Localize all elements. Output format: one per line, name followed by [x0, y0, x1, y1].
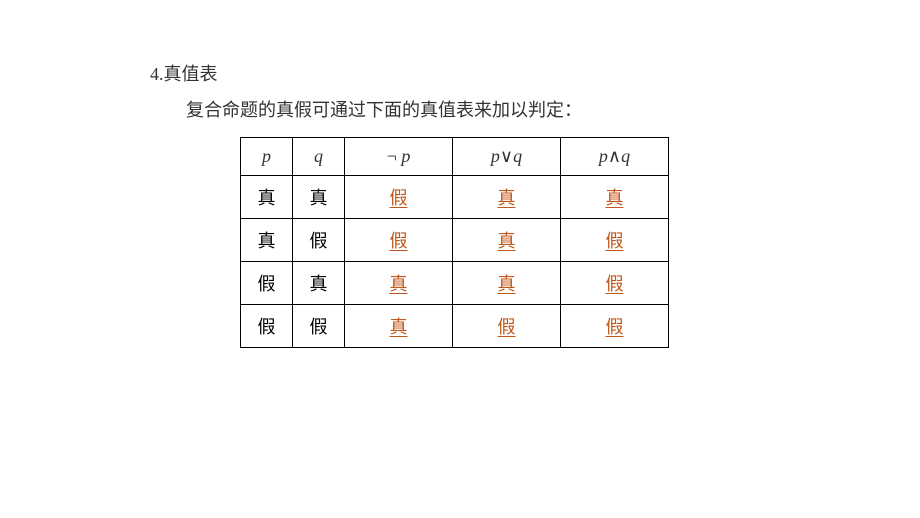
table-row: 假 真 真 真 假 — [241, 262, 669, 305]
section-number: 4. — [150, 64, 164, 84]
header-p-and-q: p∧q — [561, 138, 669, 176]
cell-por: 真 — [453, 176, 561, 219]
cell-notp: 假 — [345, 219, 453, 262]
table-row: 假 假 真 假 假 — [241, 305, 669, 348]
cell-por: 真 — [453, 219, 561, 262]
header-p-or-q: p∨q — [453, 138, 561, 176]
cell-q: 真 — [293, 176, 345, 219]
cell-p: 假 — [241, 305, 293, 348]
cell-p: 假 — [241, 262, 293, 305]
cell-p: 真 — [241, 219, 293, 262]
truth-table: p q ¬ p p∨q p∧q 真 真 假 真 真 真 假 假 真 假 假 真 … — [240, 137, 669, 348]
table-row: 真 真 假 真 真 — [241, 176, 669, 219]
cell-notp: 假 — [345, 176, 453, 219]
cell-q: 假 — [293, 305, 345, 348]
cell-notp: 真 — [345, 305, 453, 348]
section-title: 4.真值表 — [150, 60, 920, 86]
section-title-text: 真值表 — [164, 64, 218, 84]
cell-pand: 假 — [561, 262, 669, 305]
header-p: p — [241, 138, 293, 176]
cell-q: 真 — [293, 262, 345, 305]
section-subtitle: 复合命题的真假可通过下面的真值表来加以判定： — [150, 96, 920, 122]
header-q: q — [293, 138, 345, 176]
table-header-row: p q ¬ p p∨q p∧q — [241, 138, 669, 176]
table-row: 真 假 假 真 假 — [241, 219, 669, 262]
cell-notp: 真 — [345, 262, 453, 305]
cell-pand: 假 — [561, 305, 669, 348]
cell-pand: 假 — [561, 219, 669, 262]
cell-q: 假 — [293, 219, 345, 262]
header-not-p: ¬ p — [345, 138, 453, 176]
cell-pand: 真 — [561, 176, 669, 219]
cell-p: 真 — [241, 176, 293, 219]
cell-por: 假 — [453, 305, 561, 348]
cell-por: 真 — [453, 262, 561, 305]
